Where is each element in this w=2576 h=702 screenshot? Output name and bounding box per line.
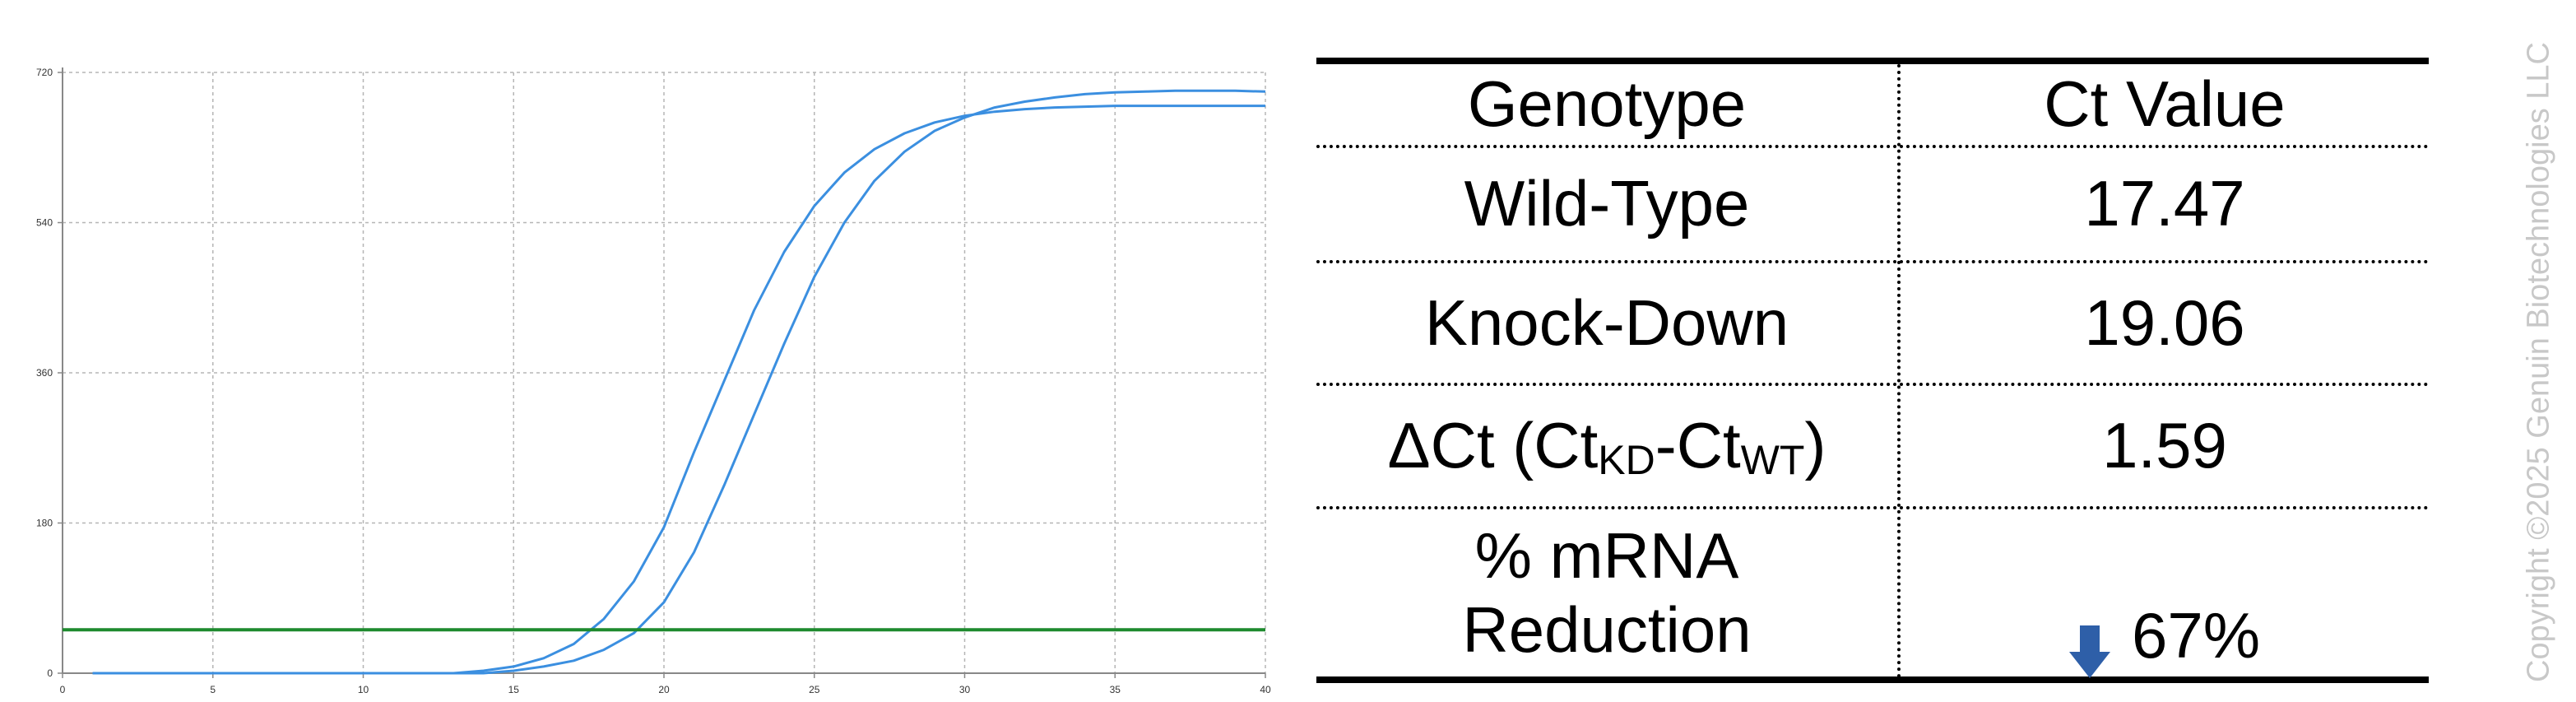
delta-ct-sub-wt: WT [1740,437,1805,484]
row-value-mrna-reduction: 67% [1901,509,2429,678]
delta-ct-prefix: ΔCt (Ct [1387,409,1599,482]
x-tick-label: 15 [508,684,520,695]
x-tick-label: 25 [809,684,820,695]
x-tick-label: 5 [210,684,216,695]
row-label-knock-down: Knock-Down [1424,286,1789,359]
table-top-rule [1316,58,2429,64]
chart-grid [63,72,1266,673]
chart-series [92,89,1266,675]
table-column-divider [1897,64,1901,678]
x-tick-label: 35 [1110,684,1121,695]
y-tick-label: 360 [36,367,53,379]
qpcr-amplification-chart: 0 5 10 15 20 25 30 35 40 0 180 360 540 720 [36,67,1271,695]
delta-ct-mid: -Ct [1655,409,1741,482]
ct-results-table: Genotype Ct Value Wild-Type 17.47 Knock-… [1316,58,2429,683]
delta-ct-sub-kd: KD [1598,437,1655,484]
x-tick-label: 40 [1260,684,1271,695]
table-row-divider [1316,506,2429,509]
x-tick-label: 20 [658,684,670,695]
mrna-reduction-value: 67% [2131,599,2261,672]
y-tick-label: 540 [36,217,53,229]
row-value-knock-down: 19.06 [2084,286,2245,359]
y-tick-label: 720 [36,67,53,78]
table-bottom-rule [1316,676,2429,683]
table-row-divider [1316,260,2429,263]
header-genotype: Genotype [1467,67,1747,141]
row-label-delta-ct: ΔCt (Ct KD -Ct WT) [1316,386,1897,506]
row-value-delta-ct: 1.59 [2102,409,2227,482]
x-tick-label: 10 [358,684,369,695]
table-row-divider [1316,145,2429,148]
delta-ct-suffix: ) [1804,409,1826,482]
y-tick-label: 0 [47,667,53,679]
copyright-notice: Copyright ©2025 Genuin Biotechnologies L… [2521,42,2556,682]
mrna-reduction-line1: % mRNA [1474,518,1739,592]
mrna-reduction-line2: Reduction [1462,593,1752,666]
x-tick-label: 30 [959,684,971,695]
row-label-wild-type: Wild-Type [1464,167,1750,240]
header-ct-value: Ct Value [2044,67,2286,141]
table-row-divider [1316,383,2429,386]
amplification-curve-1 [92,105,1265,675]
x-tick-label: 0 [60,684,66,695]
amplification-curve-2 [92,89,1266,675]
chart-tick-labels: 0 5 10 15 20 25 30 35 40 0 180 360 540 720 [36,67,1271,695]
row-label-mrna-reduction: % mRNA Reduction [1316,509,1897,676]
down-arrow-icon [2068,625,2110,680]
row-value-wild-type: 17.47 [2084,167,2245,240]
y-tick-label: 180 [36,518,53,529]
